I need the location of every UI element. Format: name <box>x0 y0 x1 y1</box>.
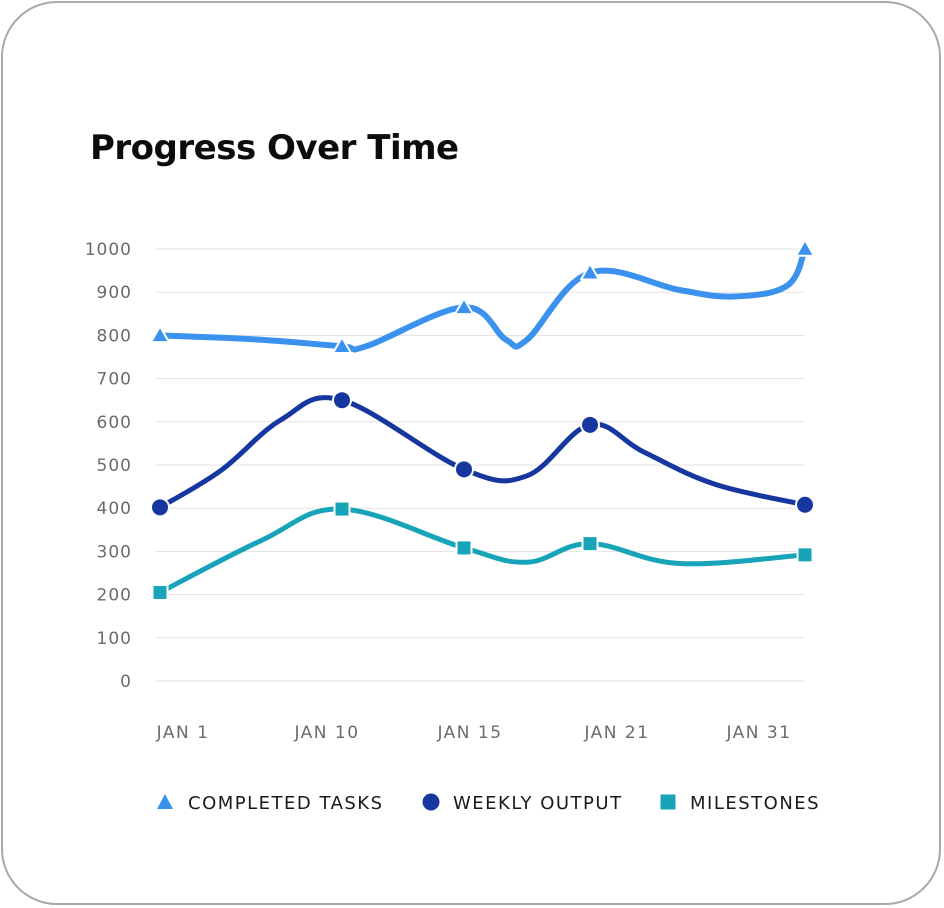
data-point-milestones <box>457 540 472 555</box>
y-tick-label: 700 <box>97 370 132 390</box>
series-lines <box>160 249 805 592</box>
x-tick-label: JAN 31 <box>725 723 791 743</box>
x-axis: JAN 1 JAN 10 JAN 15 JAN 21 JAN 31 <box>156 723 792 743</box>
legend-label: MILESTONES <box>690 793 820 814</box>
y-tick-label: 900 <box>97 283 132 303</box>
data-point-milestones <box>583 536 598 551</box>
data-point-weekly-output <box>151 498 169 516</box>
legend-triangle-icon <box>157 794 173 809</box>
y-tick-label: 100 <box>97 629 132 649</box>
series-line-completed-tasks <box>160 249 805 350</box>
y-axis: 0 100 200 300 400 500 600 700 800 900 1000 <box>85 240 132 692</box>
series-line-milestones <box>160 509 805 592</box>
y-tick-label: 1000 <box>85 240 132 260</box>
y-tick-label: 800 <box>97 326 132 346</box>
series-line-weekly-output <box>160 398 805 508</box>
data-point-milestones <box>798 547 813 562</box>
x-tick-label: JAN 21 <box>583 723 649 743</box>
x-tick-label: JAN 10 <box>293 723 359 743</box>
legend: COMPLETED TASKS WEEKLY OUTPUT MILESTONES <box>157 793 820 814</box>
legend-item-milestones: MILESTONES <box>661 793 821 814</box>
legend-square-icon <box>661 795 676 810</box>
legend-item-weekly-output: WEEKLY OUTPUT <box>423 793 623 814</box>
y-tick-label: 200 <box>97 586 132 606</box>
x-tick-label: JAN 15 <box>436 723 502 743</box>
data-point-milestones <box>153 585 168 600</box>
legend-label: COMPLETED TASKS <box>188 793 384 814</box>
y-tick-label: 500 <box>97 456 132 476</box>
legend-label: WEEKLY OUTPUT <box>453 793 623 814</box>
y-tick-label: 0 <box>120 672 132 692</box>
data-point-milestones <box>335 502 350 517</box>
y-tick-label: 400 <box>97 499 132 519</box>
legend-item-completed-tasks: COMPLETED TASKS <box>157 793 384 814</box>
x-tick-label: JAN 1 <box>156 723 210 743</box>
data-point-weekly-output <box>333 391 351 409</box>
data-point-weekly-output <box>455 460 473 478</box>
data-point-completed-tasks <box>796 240 814 256</box>
data-point-weekly-output <box>796 496 814 514</box>
data-point-weekly-output <box>581 416 599 434</box>
y-tick-label: 600 <box>97 413 132 433</box>
legend-circle-icon <box>423 794 440 811</box>
line-chart: 01002003004005006007008009001000 JAN 1 JA… <box>0 0 944 908</box>
y-tick-label: 300 <box>97 542 132 562</box>
